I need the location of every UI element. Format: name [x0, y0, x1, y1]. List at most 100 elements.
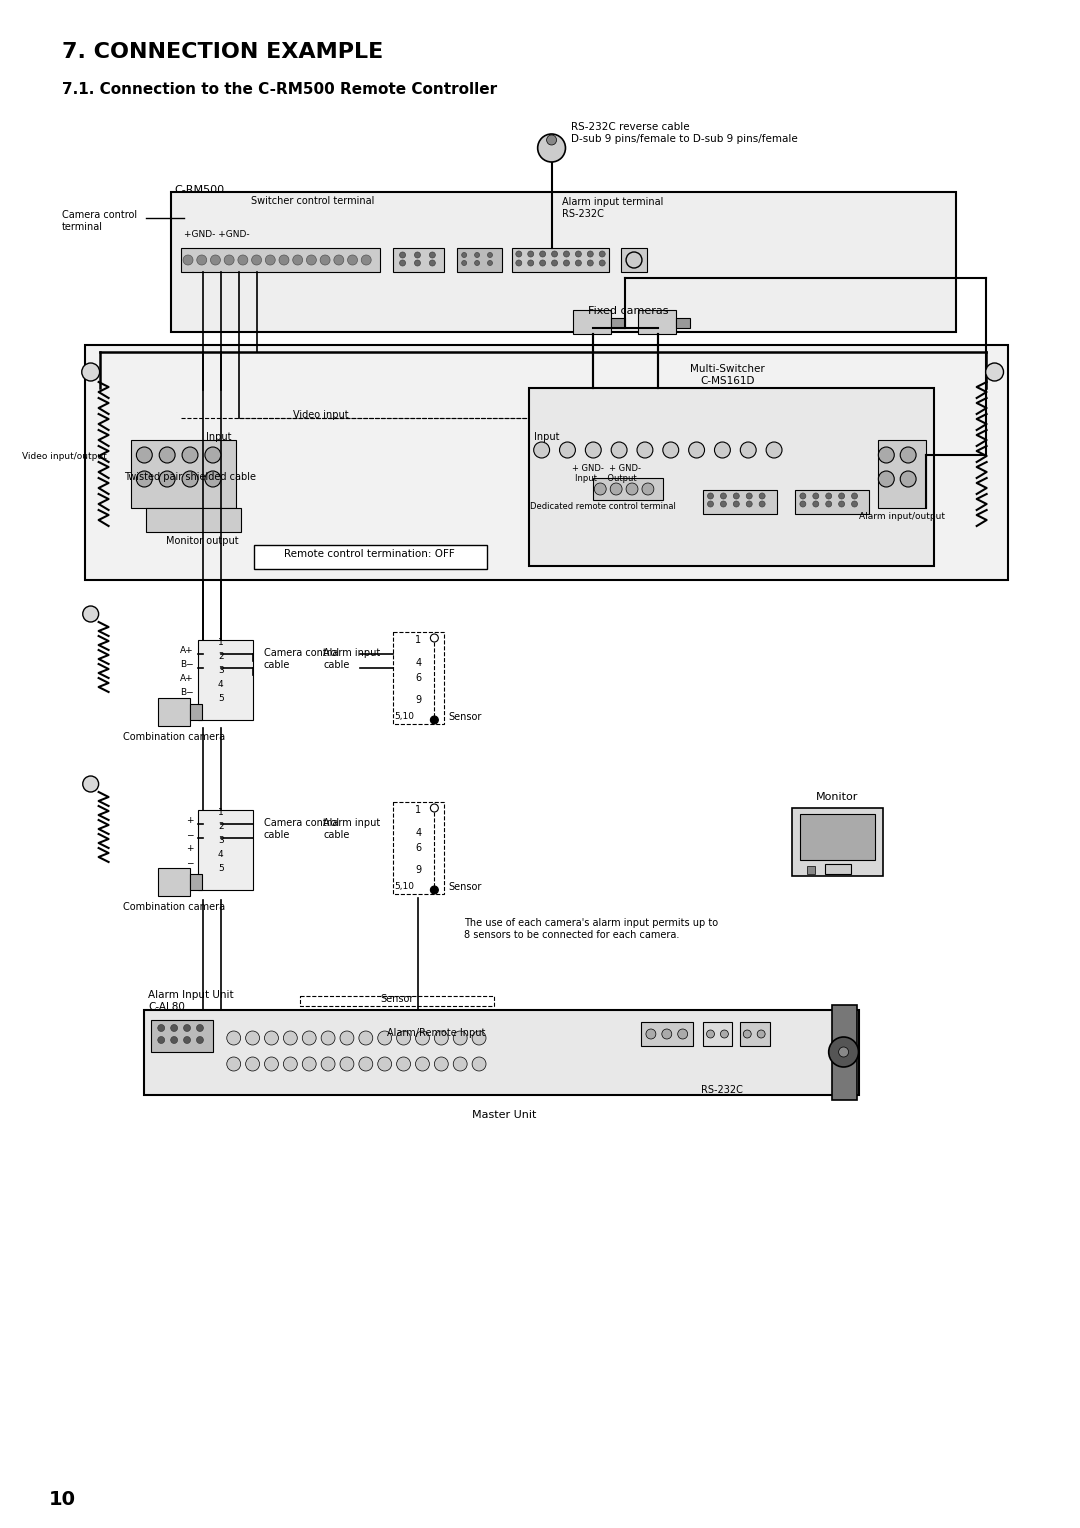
Bar	[512, 248, 609, 272]
Circle shape	[400, 260, 406, 266]
Circle shape	[576, 251, 581, 257]
Circle shape	[454, 1031, 468, 1045]
Circle shape	[197, 1036, 203, 1044]
Circle shape	[662, 1028, 672, 1039]
Circle shape	[227, 1031, 241, 1045]
Circle shape	[611, 442, 627, 458]
Bar	[300, 996, 494, 1005]
Circle shape	[878, 448, 894, 463]
Bar	[198, 640, 253, 720]
Text: 3: 3	[218, 836, 224, 845]
Circle shape	[416, 1031, 430, 1045]
Circle shape	[416, 1057, 430, 1071]
Circle shape	[378, 1031, 392, 1045]
Bar	[703, 1022, 732, 1047]
Bar	[146, 507, 241, 532]
Bar	[181, 248, 380, 272]
Circle shape	[528, 251, 534, 257]
Circle shape	[564, 251, 569, 257]
Circle shape	[431, 717, 438, 724]
Text: Video input: Video input	[294, 410, 349, 420]
Text: A+: A+	[180, 646, 194, 656]
Text: Switcher control terminal: Switcher control terminal	[251, 196, 374, 206]
Circle shape	[564, 260, 569, 266]
Circle shape	[813, 501, 819, 507]
Circle shape	[205, 471, 220, 487]
Text: Alarm Input Unit
C-AL80: Alarm Input Unit C-AL80	[148, 990, 234, 1012]
Circle shape	[283, 1031, 297, 1045]
Circle shape	[82, 364, 99, 380]
Text: Combination camera: Combination camera	[123, 902, 226, 912]
Text: 1: 1	[218, 639, 224, 646]
Circle shape	[706, 1030, 715, 1038]
Circle shape	[184, 1036, 190, 1044]
Circle shape	[361, 255, 372, 264]
Circle shape	[227, 1057, 241, 1071]
Circle shape	[265, 1057, 279, 1071]
Circle shape	[334, 255, 343, 264]
Circle shape	[538, 134, 566, 162]
Text: Alarm input
cable: Alarm input cable	[323, 817, 380, 839]
Circle shape	[534, 442, 550, 458]
Bar	[198, 810, 253, 889]
Text: 9: 9	[416, 865, 421, 876]
Bar	[151, 1021, 213, 1051]
Circle shape	[707, 501, 714, 507]
Circle shape	[340, 1031, 354, 1045]
Text: Combination camera: Combination camera	[123, 732, 226, 743]
Circle shape	[559, 442, 576, 458]
Bar	[393, 248, 444, 272]
Circle shape	[266, 255, 275, 264]
Bar	[529, 388, 934, 565]
Circle shape	[720, 501, 727, 507]
Circle shape	[552, 251, 557, 257]
Circle shape	[599, 251, 605, 257]
Circle shape	[626, 483, 638, 495]
Text: C-RM500: C-RM500	[174, 185, 225, 196]
Circle shape	[594, 483, 606, 495]
Text: B−: B−	[180, 688, 194, 697]
Bar	[393, 633, 444, 724]
Bar	[621, 248, 647, 272]
Circle shape	[321, 1031, 335, 1045]
Text: 6: 6	[416, 672, 421, 683]
Bar	[132, 440, 235, 507]
Text: A+: A+	[180, 674, 194, 683]
Bar	[593, 478, 663, 500]
Bar	[832, 1005, 856, 1100]
Circle shape	[431, 634, 438, 642]
Text: 7. CONNECTION EXAMPLE: 7. CONNECTION EXAMPLE	[62, 41, 383, 63]
Circle shape	[720, 494, 727, 500]
Circle shape	[159, 471, 175, 487]
Text: 5,10: 5,10	[394, 712, 415, 721]
Text: Fixed cameras: Fixed cameras	[588, 306, 669, 316]
Circle shape	[321, 1057, 335, 1071]
Text: +: +	[187, 843, 194, 853]
Text: Input    Output: Input Output	[576, 474, 637, 483]
Circle shape	[599, 260, 605, 266]
Circle shape	[585, 442, 602, 458]
Circle shape	[800, 501, 806, 507]
Text: Sensor: Sensor	[448, 712, 482, 723]
Text: 2: 2	[218, 652, 224, 662]
Circle shape	[552, 260, 557, 266]
Circle shape	[576, 260, 581, 266]
Circle shape	[839, 501, 845, 507]
Text: 7.1. Connection to the C-RM500 Remote Controller: 7.1. Connection to the C-RM500 Remote Co…	[62, 83, 497, 96]
Circle shape	[813, 494, 819, 500]
Circle shape	[293, 255, 302, 264]
Circle shape	[733, 501, 740, 507]
Circle shape	[472, 1031, 486, 1045]
Circle shape	[461, 252, 467, 258]
Circle shape	[540, 260, 545, 266]
Circle shape	[759, 501, 765, 507]
Circle shape	[238, 255, 247, 264]
Circle shape	[415, 252, 420, 258]
Circle shape	[472, 1057, 486, 1071]
Text: +: +	[187, 816, 194, 825]
Text: Multi-Switcher
C-MS161D: Multi-Switcher C-MS161D	[690, 364, 765, 387]
Circle shape	[733, 494, 740, 500]
Text: RS-232C reverse cable
D-sub 9 pins/female to D-sub 9 pins/female: RS-232C reverse cable D-sub 9 pins/femal…	[571, 122, 798, 144]
Text: + GND-  + GND-: + GND- + GND-	[571, 465, 640, 474]
Text: 4: 4	[218, 850, 224, 859]
